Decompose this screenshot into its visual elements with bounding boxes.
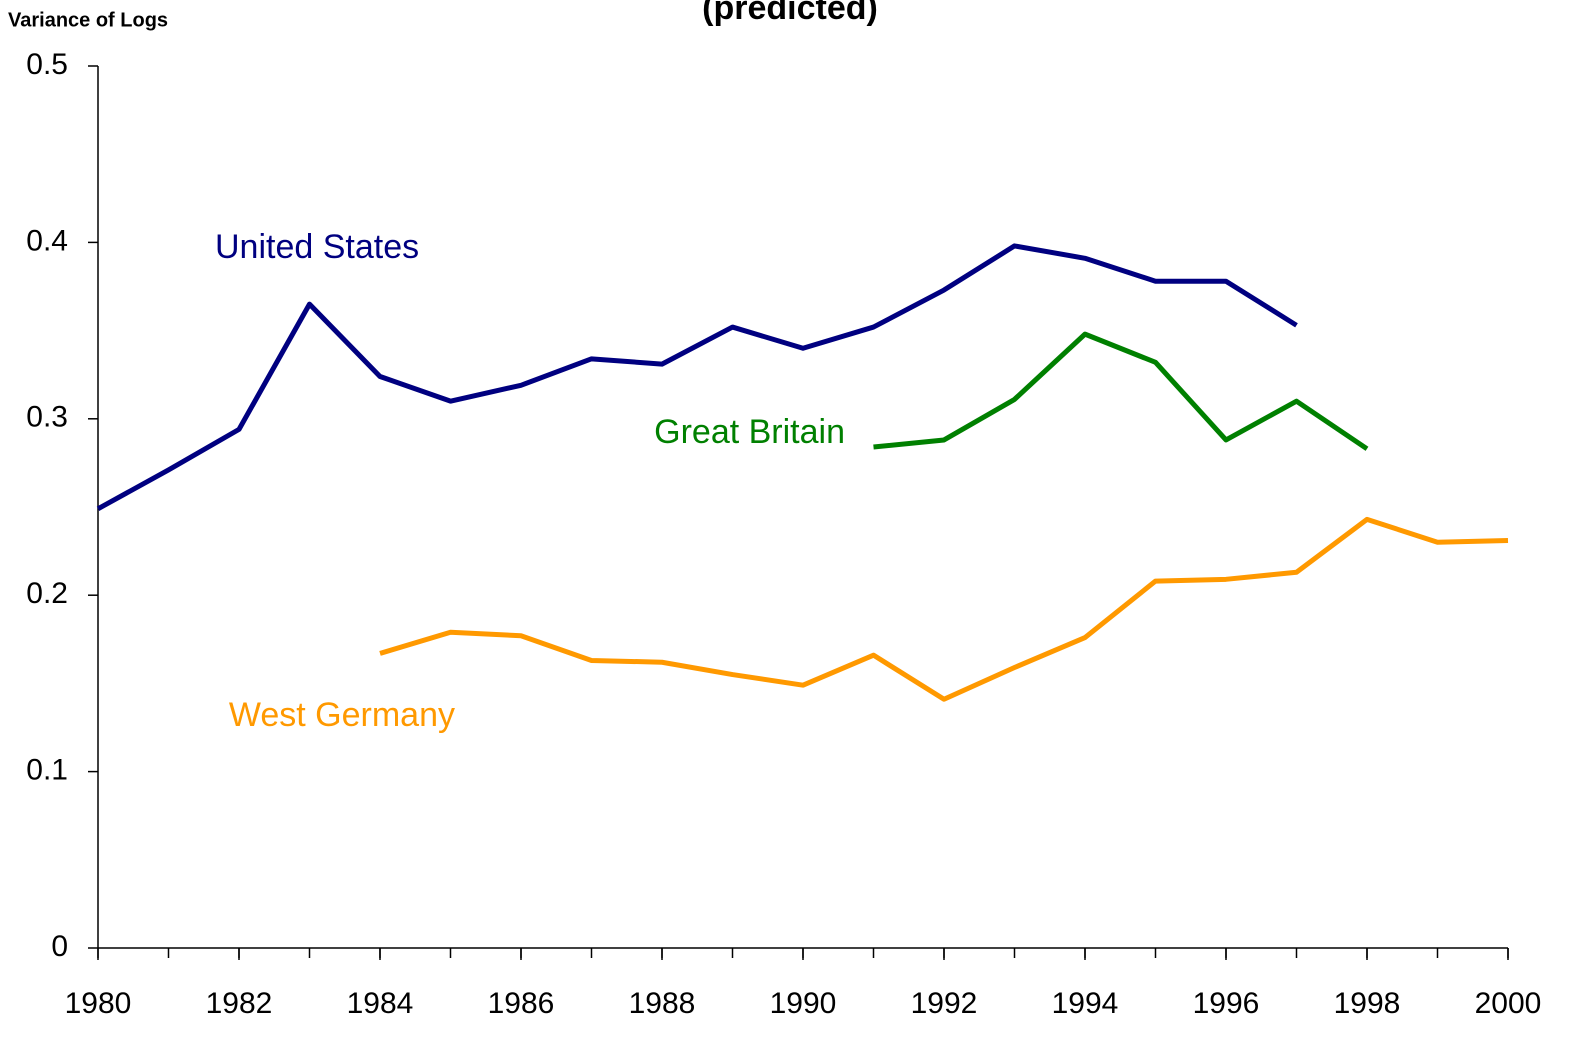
series-label: United States xyxy=(215,228,419,266)
y-tick-label: 0.5 xyxy=(26,48,68,81)
y-tick-label: 0.2 xyxy=(26,577,68,610)
x-tick-label: 1988 xyxy=(629,987,696,1020)
x-tick-label: 1986 xyxy=(488,987,555,1020)
x-tick-label: 1984 xyxy=(347,987,414,1020)
y-tick-label: 0.4 xyxy=(26,224,68,257)
x-tick-label: 1996 xyxy=(1193,987,1260,1020)
series-line xyxy=(379,516,1509,702)
y-tick-label: 0.3 xyxy=(26,401,68,434)
series-line xyxy=(96,243,1298,511)
series-label: West Germany xyxy=(229,696,455,734)
x-tick-label: 1994 xyxy=(1052,987,1119,1020)
x-tick-label: 1982 xyxy=(206,987,273,1020)
x-tick-label: 1990 xyxy=(770,987,837,1020)
series-label: Great Britain xyxy=(654,413,845,451)
x-tick-label: 1980 xyxy=(65,987,132,1020)
y-tick-label: 0.1 xyxy=(26,754,68,787)
chart-title: (predicted) xyxy=(702,0,878,27)
y-axis-label: Variance of Logs xyxy=(8,9,168,31)
y-tick-label: 0 xyxy=(51,930,68,963)
series-line xyxy=(873,331,1369,451)
x-tick-label: 1992 xyxy=(911,987,978,1020)
x-tick-label: 1998 xyxy=(1334,987,1401,1020)
x-tick-label: 2000 xyxy=(1475,987,1542,1020)
